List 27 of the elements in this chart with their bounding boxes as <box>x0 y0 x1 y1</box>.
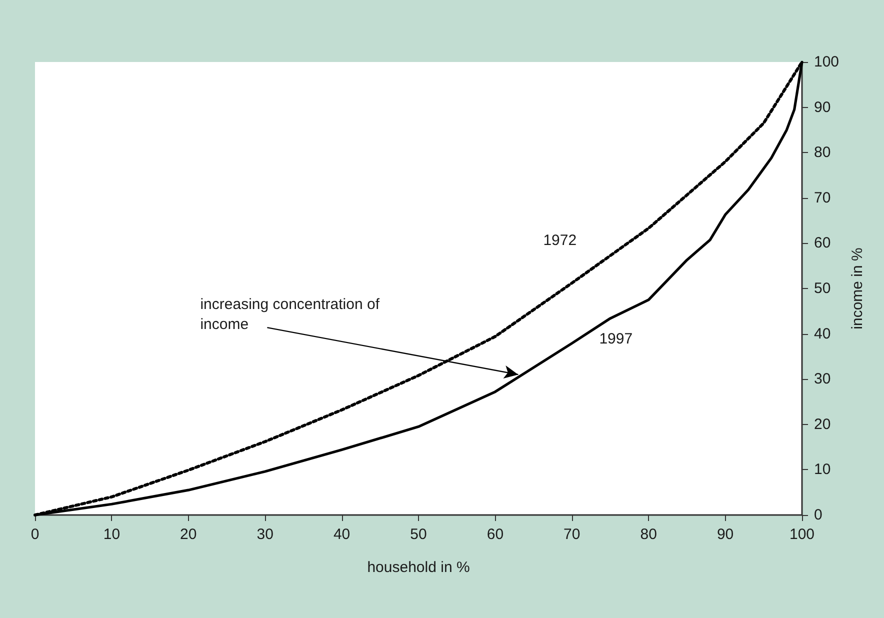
y-tick-label: 0 <box>814 506 822 524</box>
y-tick-label: 70 <box>814 189 831 206</box>
y-tick-label: 90 <box>814 98 831 116</box>
x-tick-label: 40 <box>333 526 350 543</box>
series-label: 1972 <box>543 232 577 250</box>
series-label: 1997 <box>599 330 633 348</box>
y-tick-label: 50 <box>814 280 831 297</box>
x-tick-label: 60 <box>486 526 504 543</box>
y-tick-label: 10 <box>814 461 831 478</box>
y-tick-label: 60 <box>814 234 831 252</box>
y-tick-label: 80 <box>814 144 831 162</box>
x-tick-label: 30 <box>256 526 274 543</box>
x-tick-label: 100 <box>789 526 815 543</box>
x-tick-label: 50 <box>410 526 427 543</box>
x-tick-label: 20 <box>180 526 197 543</box>
x-tick-label: 80 <box>640 526 657 543</box>
y-tick-label: 20 <box>814 416 831 433</box>
y-tick-label: 100 <box>814 54 840 70</box>
y-tick-label: 30 <box>814 370 831 388</box>
y-axis-title: income in % <box>849 248 866 330</box>
annotation: increasing concentration of income <box>200 296 384 334</box>
x-tick-label: 70 <box>564 526 580 543</box>
y-tick-label: 40 <box>814 325 831 342</box>
x-axis-title: household in % <box>367 559 470 576</box>
x-tick-label: 0 <box>30 526 40 543</box>
x-tick-label: 90 <box>716 526 734 543</box>
x-tick-label: 10 <box>103 526 120 543</box>
